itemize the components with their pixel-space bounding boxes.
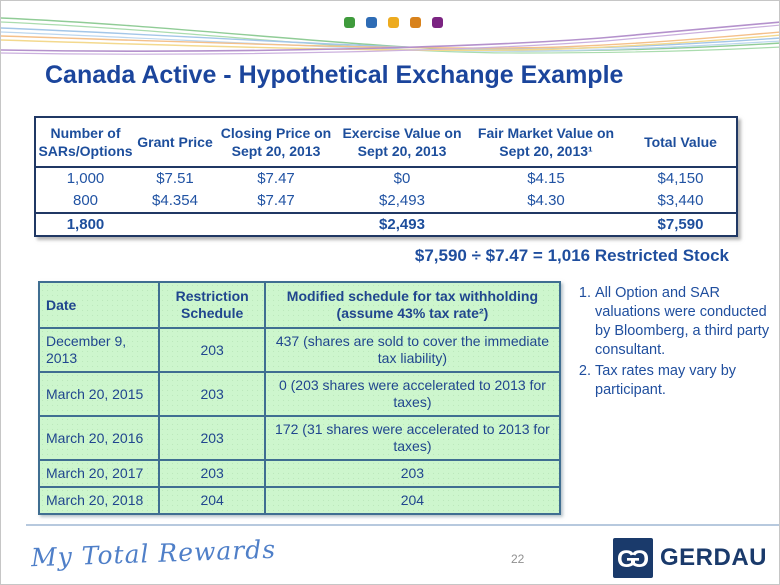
- table-cell: 203: [158, 415, 266, 461]
- table-cell: March 20, 2018: [37, 486, 161, 515]
- table-header-row: Number of SARs/Options Grant Price Closi…: [35, 117, 737, 168]
- table-cell: $7.47: [257, 170, 295, 187]
- column-header: Date: [37, 281, 161, 329]
- table-cell: [135, 212, 215, 236]
- footnotes-block: All Option and SAR valuations were condu…: [574, 284, 771, 402]
- table-header-row: Date Restriction Schedule Modified sched…: [37, 281, 562, 329]
- tax-withholding-schedule-table: Date Restriction Schedule Modified sched…: [37, 281, 562, 515]
- deco-square-yellow: [388, 17, 399, 28]
- column-header: Total Value: [625, 117, 737, 168]
- table-row: 1,000 $7.51 $7.47 $0 $4.15 $4,150: [35, 167, 737, 190]
- page-number: 22: [511, 552, 525, 566]
- gerdau-gg-monogram-icon: G G: [612, 538, 653, 578]
- table-cell: 437 (shares are sold to cover the immedi…: [263, 327, 562, 373]
- column-header: Closing Price on Sept 20, 2013: [215, 117, 337, 168]
- footer-divider: [26, 524, 779, 526]
- table-cell: $2,493: [379, 192, 425, 209]
- column-header: Grant Price: [135, 117, 215, 168]
- table-row: December 9, 2013 203 437 (shares are sol…: [37, 327, 562, 373]
- deco-square-orange: [410, 17, 421, 28]
- table-row: March 20, 2018 204 204: [37, 486, 562, 515]
- column-header: Fair Market Value on Sept 20, 2013¹: [467, 117, 625, 168]
- column-header: Number of SARs/Options: [35, 117, 135, 168]
- table-row: 800 $4.354 $7.47 $2,493 $4.30 $3,440: [35, 190, 737, 213]
- table-cell: $7.51: [156, 170, 194, 187]
- table-cell: 203: [263, 459, 562, 488]
- table-cell: $2,493: [337, 212, 467, 236]
- table-cell: [467, 212, 625, 236]
- table-cell: 1,800: [35, 212, 135, 236]
- table-total-row: 1,800 $2,493 $7,590: [35, 212, 737, 236]
- table-cell: $3,440: [657, 192, 704, 209]
- table-cell: $7,590: [625, 212, 737, 236]
- table-cell: 203: [158, 327, 266, 373]
- gerdau-wordmark: GERDAU: [659, 544, 767, 571]
- table-cell: 1,000: [66, 170, 105, 187]
- table-cell: $7.47: [257, 192, 295, 209]
- table-cell: $4.15: [527, 170, 565, 187]
- exchange-example-table: Number of SARs/Options Grant Price Closi…: [34, 116, 738, 237]
- table-cell: [215, 212, 337, 236]
- table-cell: $4.30: [527, 192, 565, 209]
- top-wave-decoration: [1, 17, 779, 55]
- column-header: Exercise Value on Sept 20, 2013: [337, 117, 467, 168]
- table-cell: December 9, 2013: [37, 327, 161, 373]
- table-cell: 204: [158, 486, 266, 515]
- my-total-rewards-logo: My Total Rewards: [30, 534, 277, 573]
- svg-text:G: G: [617, 546, 636, 573]
- column-header: Restriction Schedule: [158, 281, 266, 329]
- gerdau-logo: G G GERDAU: [612, 538, 767, 578]
- svg-text:G: G: [630, 546, 649, 573]
- table-cell: 0 (203 shares were accelerated to 2013 f…: [263, 371, 562, 417]
- table-cell: 172 (31 shares were accelerated to 2013 …: [263, 415, 562, 461]
- table-cell: March 20, 2016: [37, 415, 161, 461]
- table-cell: March 20, 2017: [37, 459, 161, 488]
- table-cell: 203: [158, 371, 266, 417]
- footnote-item: All Option and SAR valuations were condu…: [595, 284, 771, 360]
- slide-title: Canada Active - Hypothetical Exchange Ex…: [45, 61, 624, 89]
- column-header: Modified schedule for tax withholding (a…: [263, 281, 562, 329]
- table-cell: 203: [158, 459, 266, 488]
- table-row: March 20, 2016 203 172 (31 shares were a…: [37, 415, 562, 461]
- table-cell: $0: [393, 170, 411, 187]
- table-row: March 20, 2015 203 0 (203 shares were ac…: [37, 371, 562, 417]
- table-cell: $4,150: [657, 170, 704, 187]
- footnotes-list: All Option and SAR valuations were condu…: [574, 284, 771, 400]
- deco-square-purple: [432, 17, 443, 28]
- table-cell: 800: [72, 192, 99, 209]
- table-row: March 20, 2017 203 203: [37, 459, 562, 488]
- footnote-item: Tax rates may vary by participant.: [595, 362, 771, 400]
- deco-square-green: [344, 17, 355, 28]
- deco-square-blue: [366, 17, 377, 28]
- table-cell: $4.354: [152, 192, 198, 209]
- restricted-stock-conversion-note: $7,590 ÷ $7.47 = 1,016 Restricted Stock: [414, 246, 729, 265]
- deco-square-row: [344, 17, 443, 28]
- table-cell: March 20, 2015: [37, 371, 161, 417]
- table-cell: 204: [263, 486, 562, 515]
